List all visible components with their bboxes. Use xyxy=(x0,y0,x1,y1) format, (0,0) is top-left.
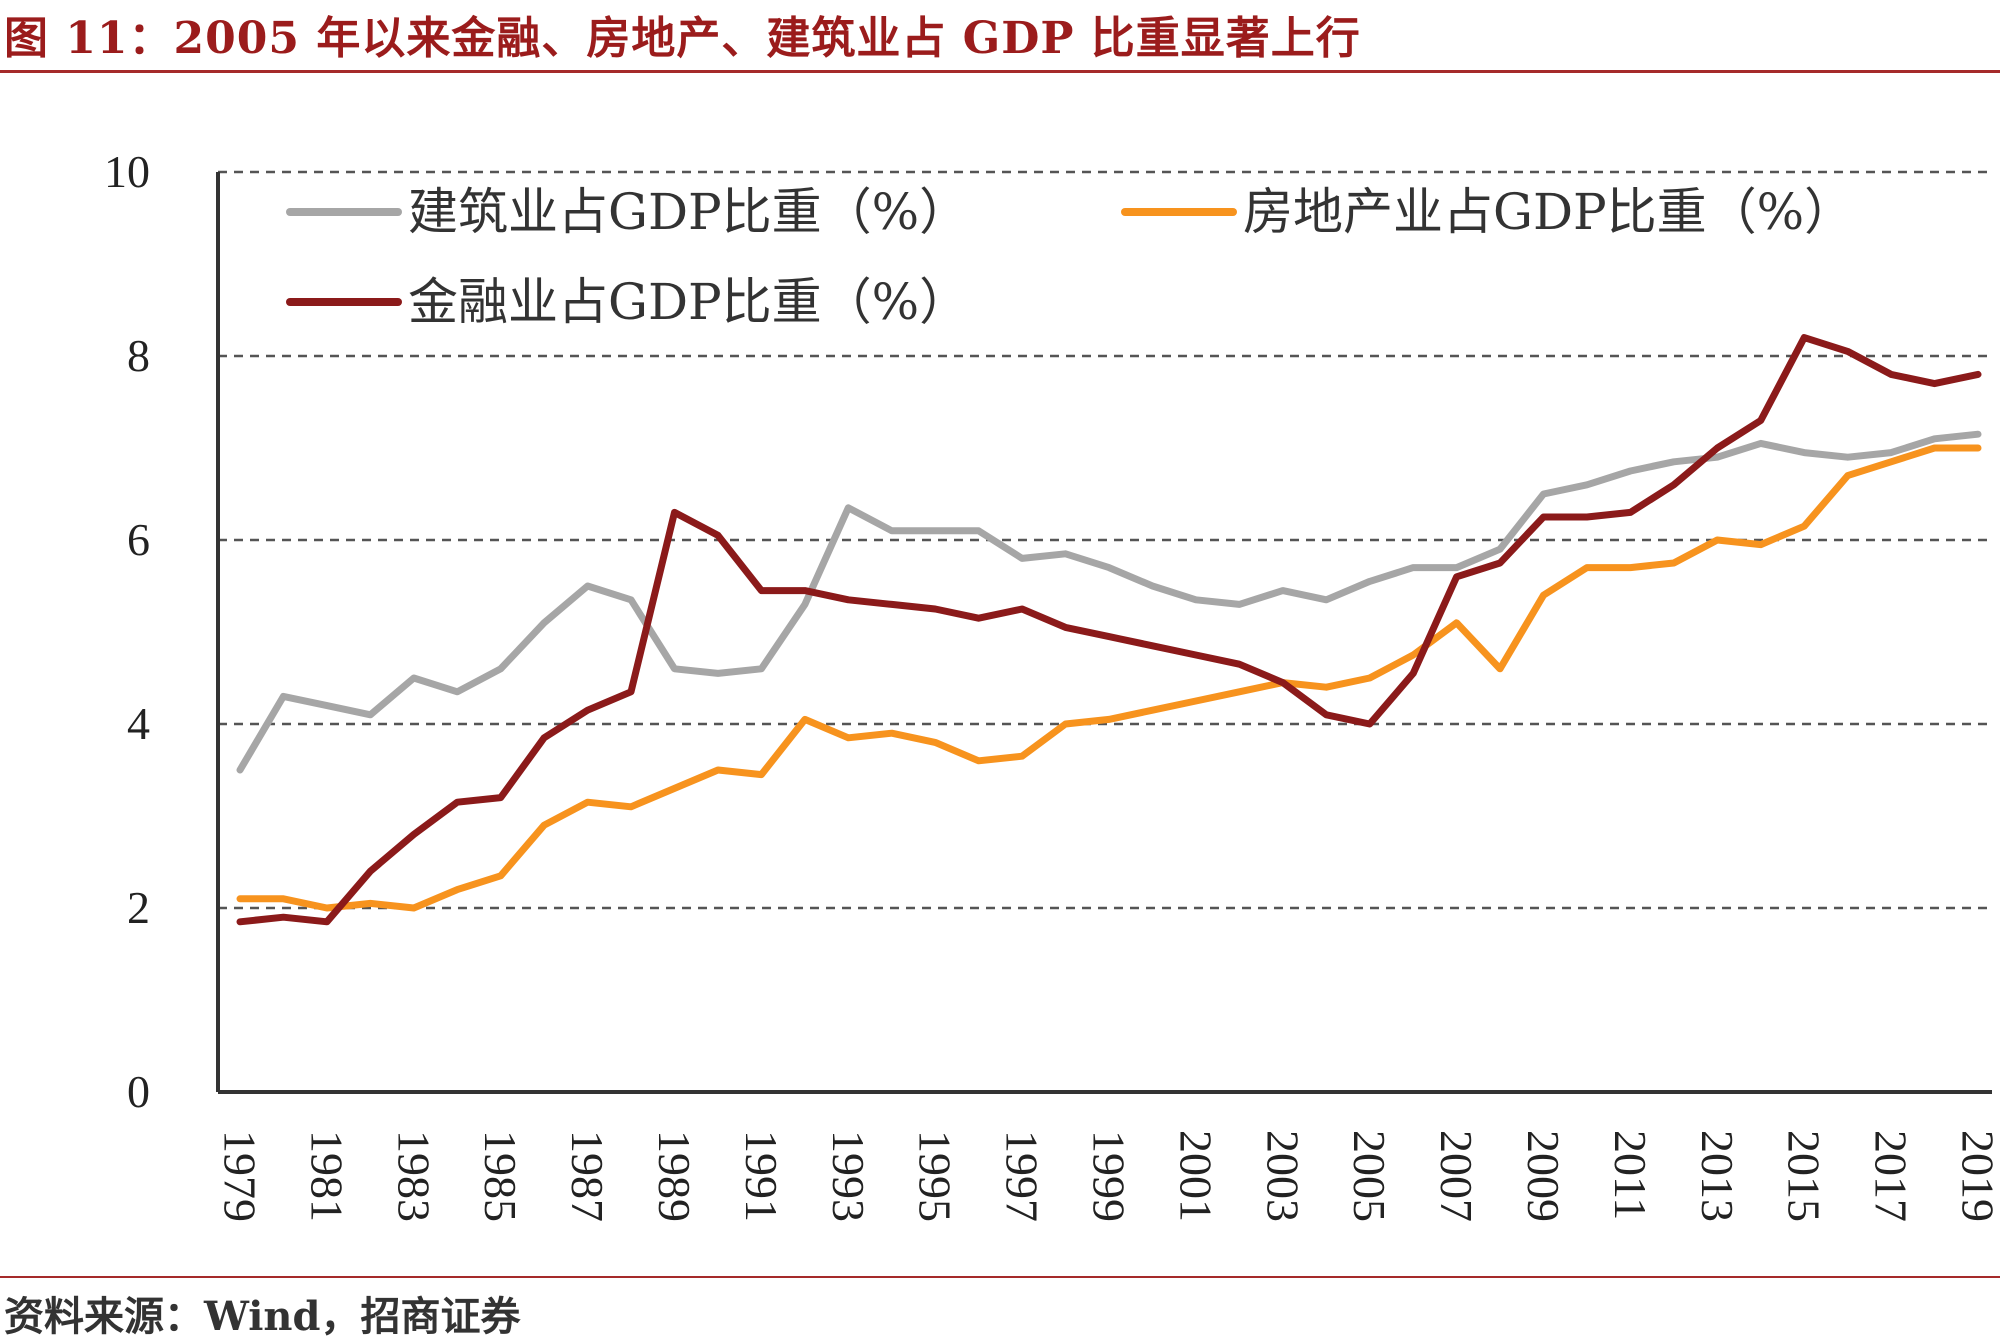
x-tick-label: 1983 xyxy=(388,1130,439,1222)
x-tick-labels: 1979 1981 1983 1985 1987 1989 1991 1993 1995 1997… xyxy=(215,1130,2000,1222)
source-rule xyxy=(0,1276,2000,1278)
x-tick-label: 2007 xyxy=(1431,1130,1482,1222)
x-tick-label: 2011 xyxy=(1605,1130,1656,1220)
series-line-3 xyxy=(236,334,1982,926)
x-tick-label: 1999 xyxy=(1084,1130,1135,1222)
x-tick-label: 1993 xyxy=(823,1130,874,1222)
y-tick-label: 10 xyxy=(104,146,150,197)
x-tick-label: 2001 xyxy=(1170,1130,1221,1222)
title-rule xyxy=(0,70,2000,73)
y-tick-label: 4 xyxy=(127,698,150,749)
x-tick-label: 2017 xyxy=(1866,1130,1917,1222)
y-tick-label: 0 xyxy=(127,1066,150,1117)
series-line-2 xyxy=(236,444,1982,912)
x-tick-label: 1981 xyxy=(301,1130,352,1222)
x-tick-label: 2005 xyxy=(1344,1130,1395,1222)
y-tick-label: 8 xyxy=(127,330,150,381)
legend-label-1: 建筑业占GDP比重（%） xyxy=(408,183,969,241)
x-tick-label: 1979 xyxy=(215,1130,266,1222)
y-tick-labels: 0 2 4 6 8 10 xyxy=(104,146,150,1117)
x-tick-label: 1985 xyxy=(475,1130,526,1222)
x-tick-label: 1989 xyxy=(649,1130,700,1222)
figure-title: 图 11：2005 年以来金融、房地产、建筑业占 GDP 比重显著上行 xyxy=(4,13,1361,64)
y-tick-label: 2 xyxy=(127,882,150,933)
y-tick-label: 6 xyxy=(127,514,150,565)
legend-label-2: 房地产业占GDP比重（%） xyxy=(1243,183,1854,241)
legend-label-3: 金融业占GDP比重（%） xyxy=(408,273,969,331)
x-tick-label: 1997 xyxy=(997,1130,1048,1222)
x-tick-label: 1991 xyxy=(736,1130,787,1222)
x-tick-label: 2013 xyxy=(1692,1130,1743,1222)
series-line-1 xyxy=(236,430,1982,774)
series-lines xyxy=(236,334,1982,926)
x-tick-label: 1995 xyxy=(910,1130,961,1222)
source-note: 资料来源：Wind，招商证券 xyxy=(4,1293,521,1340)
x-tick-label: 2019 xyxy=(1953,1130,2000,1222)
x-tick-label: 1987 xyxy=(562,1130,613,1222)
x-tick-label: 2015 xyxy=(1779,1130,1830,1222)
gridlines xyxy=(218,170,1992,910)
legend: 建筑业占GDP比重（%） 房地产业占GDP比重（%） 金融业占GDP比重（%） xyxy=(286,183,1854,331)
x-tick-label: 2003 xyxy=(1257,1130,1308,1222)
x-tick-label: 2009 xyxy=(1518,1130,1569,1222)
axes xyxy=(216,172,1992,1094)
